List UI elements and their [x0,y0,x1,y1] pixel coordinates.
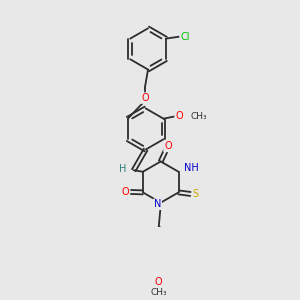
Text: O: O [141,93,149,103]
Text: NH: NH [184,163,199,173]
Text: CH₃: CH₃ [190,112,207,121]
Text: O: O [122,188,129,197]
Text: Cl: Cl [180,32,190,42]
Text: N: N [154,199,161,209]
Text: O: O [175,111,183,121]
Text: H: H [119,164,126,174]
Text: O: O [155,277,163,286]
Text: CH₃: CH₃ [150,288,167,297]
Text: S: S [193,189,199,200]
Text: O: O [164,141,172,152]
